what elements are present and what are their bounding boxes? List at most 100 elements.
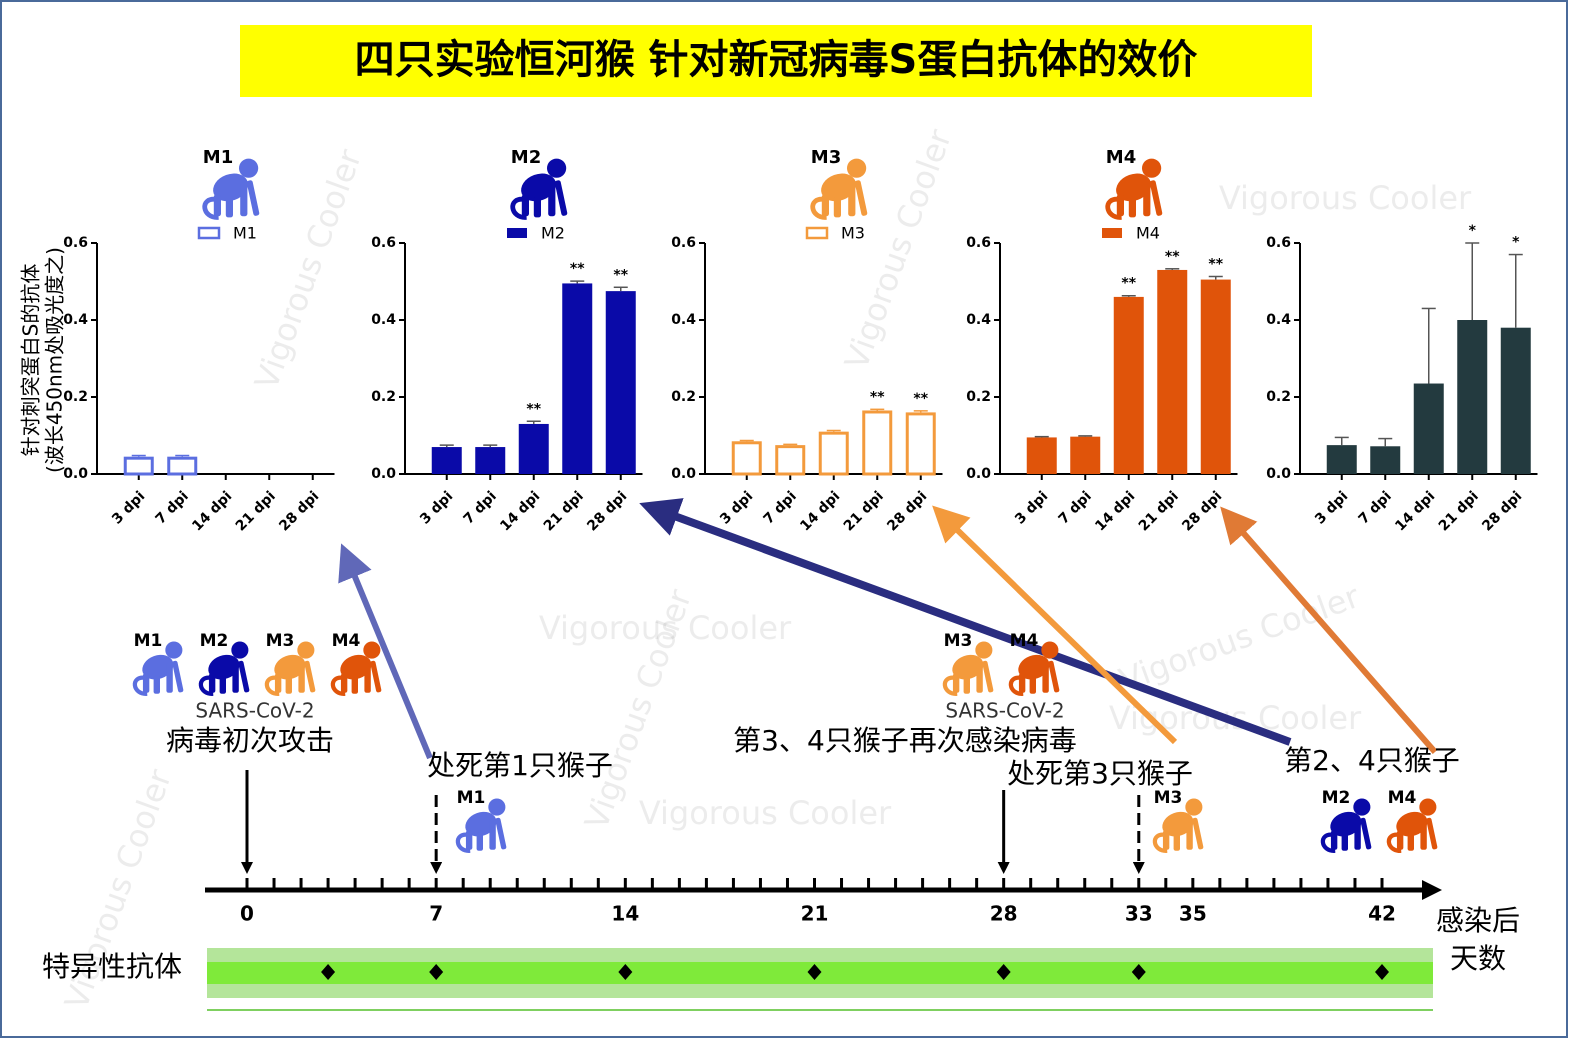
y-tick-label: 0.6 <box>63 235 88 251</box>
legend-swatch <box>197 226 221 240</box>
link-arrow <box>1220 506 1438 754</box>
antibody-marker <box>807 964 822 980</box>
virus-label: SARS-CoV-2 <box>195 699 314 723</box>
bar <box>1157 269 1188 474</box>
error-bar <box>1165 268 1180 270</box>
y-tick-label: 0.2 <box>1266 389 1291 405</box>
watermark: Vigorous Cooler <box>639 794 892 832</box>
significance: * <box>1512 235 1520 251</box>
bar <box>1026 437 1057 474</box>
bar <box>431 447 462 474</box>
monkey-name: M3 <box>1154 788 1183 808</box>
x-tick-label: 14 dpi <box>497 488 543 534</box>
monkey-name: M2 <box>200 631 229 651</box>
y-tick-label: 0.4 <box>371 312 396 328</box>
error-bar <box>870 408 885 411</box>
error-bar <box>613 286 628 292</box>
antibody-marker <box>1375 964 1389 980</box>
x-tick-label: 28 dpi <box>884 488 930 534</box>
bar <box>518 423 549 474</box>
error-bar <box>1078 435 1093 437</box>
watermark: Vigorous Cooler <box>539 609 792 647</box>
bar <box>1326 445 1357 474</box>
x-tick-label: 7 dpi <box>461 488 500 527</box>
y-tick-label: 0.6 <box>966 235 991 251</box>
bar <box>123 456 154 476</box>
y-tick-label: 0.0 <box>966 466 991 482</box>
legend-swatch <box>507 228 527 238</box>
y-tick-label: 0.2 <box>966 389 991 405</box>
legend-label: M4 <box>1136 224 1160 243</box>
error-bar <box>1421 307 1436 384</box>
error-bar <box>1208 275 1223 280</box>
bar <box>1200 279 1231 474</box>
bar <box>731 441 762 476</box>
bar <box>1500 327 1531 474</box>
x-tick-label: 21 dpi <box>1136 488 1182 534</box>
title-box <box>240 25 1312 97</box>
x-tick-label: 3 dpi <box>109 488 148 527</box>
monkey-name: M4 <box>1388 788 1417 808</box>
error-bar <box>439 444 454 448</box>
bar <box>605 291 636 474</box>
x-tick-label: 21 <box>801 902 829 926</box>
monkey-name: M2 <box>511 147 541 168</box>
x-tick-label: 3 dpi <box>417 488 456 527</box>
antibody-marker <box>1131 964 1146 980</box>
y-tick-label: 0.2 <box>63 389 88 405</box>
y-tick-label: 0.0 <box>63 466 88 482</box>
legend-label: M3 <box>841 224 865 243</box>
x-tick-label: 3 dpi <box>717 488 756 527</box>
title: 四只实验恒河猴 针对新冠病毒S蛋白抗体的效价 <box>355 37 1198 83</box>
monkey-name: M1 <box>457 788 486 808</box>
y-tick-label: 0.0 <box>371 466 396 482</box>
watermark: Vigorous Cooler <box>247 143 369 394</box>
x-tick-label: 7 <box>429 902 443 926</box>
x-tick-label: 3 dpi <box>1012 488 1051 527</box>
x-tick-label: 28 dpi <box>1179 488 1225 534</box>
significance: ** <box>913 391 928 407</box>
significance: ** <box>526 401 541 417</box>
event-label: 第3、4只猴子再次感染病毒 <box>733 724 1077 757</box>
significance: ** <box>570 261 585 277</box>
bar <box>1070 436 1101 474</box>
bar <box>1457 320 1488 474</box>
event-label: 处死第1只猴子 <box>427 749 613 782</box>
watermarks: Vigorous Cooler Vigorous Cooler Vigorous C… <box>57 123 1472 1014</box>
y-tick-label: 0.2 <box>671 389 696 405</box>
axis-label: 天数 <box>1450 942 1506 975</box>
error-bar <box>739 439 754 442</box>
bar <box>905 412 936 476</box>
monkey-name: M2 <box>1322 788 1351 808</box>
error-bar <box>826 429 841 432</box>
bar <box>862 410 893 476</box>
x-tick-label: 14 dpi <box>1092 488 1138 534</box>
x-tick-label: 21 dpi <box>841 488 887 534</box>
x-tick-label: 28 dpi <box>276 488 322 534</box>
x-tick-label: 14 <box>611 902 639 926</box>
error-bar <box>1508 253 1523 328</box>
x-tick-label: 21 dpi <box>1436 488 1482 534</box>
link-arrow <box>932 505 1178 745</box>
y-tick-label: 0.2 <box>371 389 396 405</box>
bar <box>167 456 198 476</box>
x-tick-label: 0 <box>240 902 254 926</box>
watermark: Vigorous Cooler <box>1219 179 1472 217</box>
error-bar <box>783 443 798 446</box>
x-tick-label: 21 dpi <box>541 488 587 534</box>
x-tick-label: 28 dpi <box>1479 488 1525 534</box>
monkey-name: M1 <box>134 631 163 651</box>
x-tick-label: 7 dpi <box>153 488 192 527</box>
link-arrow <box>639 498 1292 746</box>
bar <box>1370 446 1401 474</box>
antibody-marker <box>429 964 444 980</box>
error-bar <box>1034 435 1049 438</box>
antibody-marker <box>321 964 336 980</box>
significance: ** <box>613 267 628 283</box>
significance: ** <box>1208 256 1223 272</box>
bar <box>818 431 849 476</box>
monkey-name: M4 <box>1010 631 1039 651</box>
error-bar <box>1121 294 1136 297</box>
